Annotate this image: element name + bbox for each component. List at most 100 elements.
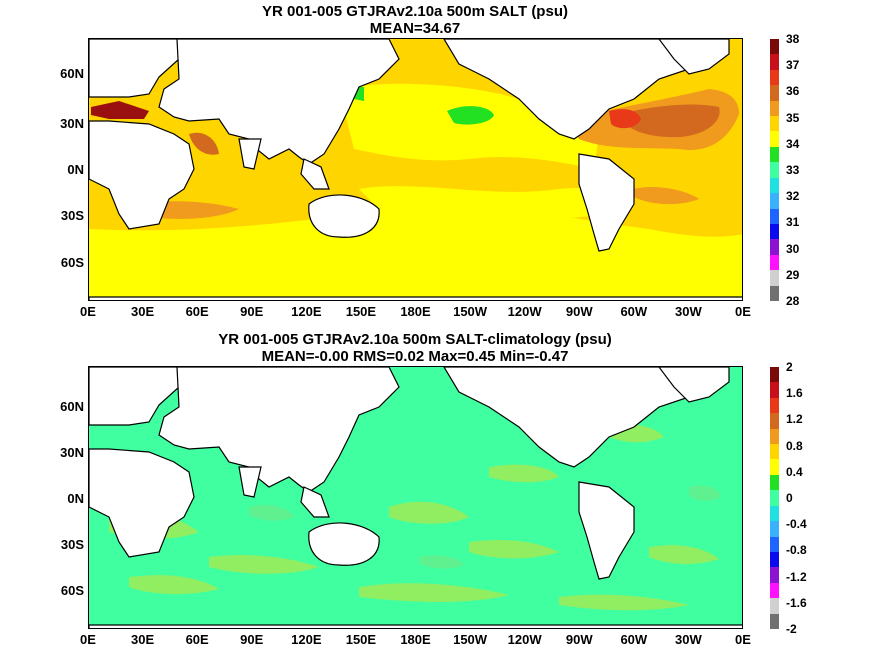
panel1-title-mean: MEAN=34.67 bbox=[369, 20, 461, 37]
land-india bbox=[238, 466, 262, 498]
lon-label: 60W bbox=[620, 632, 648, 647]
colorbar-segment bbox=[770, 474, 779, 491]
panel2-map bbox=[88, 366, 743, 629]
colorbar-label: 32 bbox=[786, 189, 800, 204]
lat-60s: 60S bbox=[60, 255, 84, 270]
anomaly-patch bbox=[689, 485, 721, 501]
colorbar-segment bbox=[770, 490, 779, 507]
colorbar-label: 0.4 bbox=[786, 464, 803, 479]
land-south-america bbox=[578, 481, 635, 580]
lon-label: 150E bbox=[345, 304, 377, 319]
colorbar-segment bbox=[770, 536, 779, 553]
colorbar-label: 36 bbox=[786, 84, 800, 99]
anomaly-patch bbox=[419, 555, 464, 569]
colorbar-label: 0.8 bbox=[786, 438, 803, 453]
lon-label: 180E bbox=[400, 632, 431, 647]
lon-label: 0E bbox=[735, 304, 751, 319]
colorbar-segment bbox=[770, 177, 779, 194]
lon-label: 120W bbox=[507, 304, 542, 319]
colorbar-segment bbox=[770, 551, 779, 568]
anomaly-patch bbox=[129, 575, 219, 595]
lon-label: 90W bbox=[565, 632, 593, 647]
lon-label: 90E bbox=[240, 632, 264, 647]
land-north-america bbox=[443, 39, 710, 140]
colorbar-segment bbox=[770, 146, 779, 163]
lon-label: 150W bbox=[453, 304, 488, 319]
colorbar-segment bbox=[770, 397, 779, 414]
panel2-title: YR 001-005 GTJRAv2.10a 500m SALT-climato… bbox=[0, 331, 830, 365]
anomaly-patch bbox=[649, 545, 719, 565]
colorbar-label: -0.8 bbox=[786, 543, 807, 558]
colorbar-segment bbox=[770, 582, 779, 599]
colorbar-segment bbox=[770, 598, 779, 615]
colorbar-segment bbox=[770, 131, 779, 148]
panel1-title: YR 001-005 GTJRAv2.10a 500m SALT (psu) M… bbox=[0, 3, 830, 37]
lon-label: 30E bbox=[131, 304, 155, 319]
southern-ocean-zone bbox=[89, 206, 742, 300]
panel1-map bbox=[88, 38, 743, 301]
salty-south-atlantic bbox=[634, 187, 699, 205]
lon-label: 120W bbox=[507, 632, 542, 647]
colorbar-label: 31 bbox=[786, 215, 800, 230]
colorbar-label: 38 bbox=[786, 32, 800, 46]
colorbar-segment bbox=[770, 444, 779, 460]
colorbar-label: -1.2 bbox=[786, 569, 807, 584]
lat-30s: 30S bbox=[60, 208, 84, 223]
colorbar-segment bbox=[770, 223, 779, 240]
colorbar-label: 29 bbox=[786, 267, 800, 282]
continents bbox=[89, 367, 742, 628]
lon-label: 120E bbox=[291, 304, 322, 319]
land-south-america bbox=[578, 153, 635, 252]
lon-label: 90W bbox=[565, 304, 593, 319]
panel2-map-svg bbox=[89, 367, 742, 628]
anomaly-patch bbox=[209, 555, 319, 574]
colorbar-segment bbox=[770, 613, 779, 630]
colorbar-segment bbox=[770, 521, 779, 538]
colorbar-label: 28 bbox=[786, 294, 800, 308]
lon-label: 30E bbox=[131, 632, 155, 647]
colorbar-segment bbox=[770, 254, 779, 271]
lon-label: 30W bbox=[675, 304, 702, 319]
salty-atlantic-core bbox=[609, 109, 641, 129]
lat-60n: 60N bbox=[60, 399, 84, 414]
panel1-map-svg bbox=[89, 39, 742, 300]
colorbar-segment bbox=[770, 39, 779, 55]
fresh-patch-north-pacific bbox=[447, 106, 494, 125]
lat-0n: 0N bbox=[67, 162, 84, 177]
land-southeast-asia bbox=[300, 486, 330, 518]
colorbar-label: 33 bbox=[786, 163, 800, 177]
anomaly-patches-secondary bbox=[249, 485, 721, 569]
panel2-title-stats: MEAN=-0.00 RMS=0.02 Max=0.45 Min=-0.47 bbox=[261, 348, 569, 365]
colorbar-label: -2 bbox=[786, 622, 797, 636]
lon-label: 60E bbox=[185, 632, 209, 647]
salty-atlantic-inner bbox=[619, 104, 720, 138]
continents bbox=[89, 39, 742, 300]
colorbar-label: 2 bbox=[786, 360, 793, 374]
colorbar-label: -0.4 bbox=[786, 517, 807, 532]
land-australia bbox=[308, 194, 380, 238]
land-antarctica bbox=[89, 624, 742, 628]
colorbar-label: -1.6 bbox=[786, 595, 807, 610]
colorbar-segment bbox=[770, 100, 779, 117]
tropical-pacific-zone bbox=[359, 186, 617, 219]
land-antarctica bbox=[89, 296, 742, 300]
lon-label: 0E bbox=[80, 632, 96, 647]
panel1-colorbar bbox=[770, 39, 779, 302]
colorbar-label: 1.6 bbox=[786, 386, 803, 401]
panel2-colorbar bbox=[770, 367, 779, 630]
colorbar-segment bbox=[770, 428, 779, 445]
salty-arabian-sea bbox=[189, 132, 219, 155]
lon-label: 150E bbox=[345, 632, 377, 647]
lon-label: 120E bbox=[291, 632, 322, 647]
colorbar-segment bbox=[770, 116, 779, 132]
colorbar-segment bbox=[770, 193, 779, 210]
colorbar-label: 35 bbox=[786, 110, 800, 125]
colorbar-segment bbox=[770, 285, 779, 302]
colorbar-segment bbox=[770, 69, 779, 86]
colorbar-segment bbox=[770, 382, 779, 399]
anomaly-patch bbox=[469, 540, 559, 559]
anomaly-patch bbox=[489, 464, 559, 483]
colorbar-segment bbox=[770, 505, 779, 522]
lat-60n: 60N bbox=[60, 66, 84, 81]
colorbar-segment bbox=[770, 239, 779, 256]
